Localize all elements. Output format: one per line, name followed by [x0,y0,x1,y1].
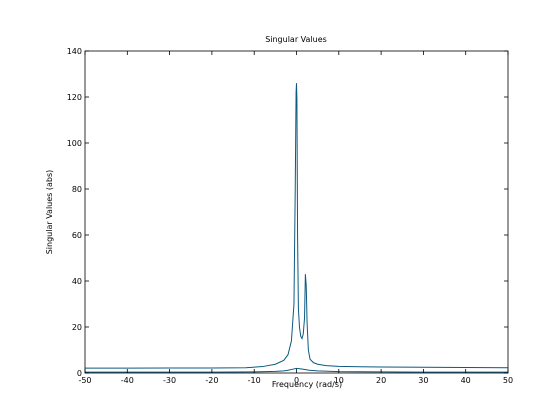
y-tick-label: 100 [67,139,82,148]
x-tick-label: 10 [334,376,344,385]
x-tick-label: -30 [163,376,176,385]
y-tick-label: 40 [72,277,82,286]
x-tick-label: 0 [294,376,299,385]
x-axis: -50 -40 -30 -20 -10 0 10 20 30 40 50 [78,51,513,385]
x-tick-label: -40 [121,376,134,385]
y-tick-label: 140 [67,47,82,56]
y-tick-label: 80 [72,185,82,194]
y-tick-label: 60 [72,231,82,240]
y-tick-label: 120 [67,93,82,102]
y-axis-label: Singular Values (abs) [45,170,54,255]
x-axis-label: Frequency (rad/s) [272,380,342,389]
chart-title: Singular Values [265,35,327,44]
series-line-1 [85,83,509,369]
y-tick-label: 0 [77,369,82,378]
x-tick-label: -10 [248,376,261,385]
x-tick-label: 30 [418,376,428,385]
x-tick-label: 50 [503,376,513,385]
y-axis: 0 20 40 60 80 100 120 140 [67,47,508,378]
x-tick-label: -50 [78,376,91,385]
x-tick-label: -20 [205,376,218,385]
x-tick-label: 40 [461,376,471,385]
y-tick-label: 20 [72,323,82,332]
x-tick-label: 20 [376,376,386,385]
